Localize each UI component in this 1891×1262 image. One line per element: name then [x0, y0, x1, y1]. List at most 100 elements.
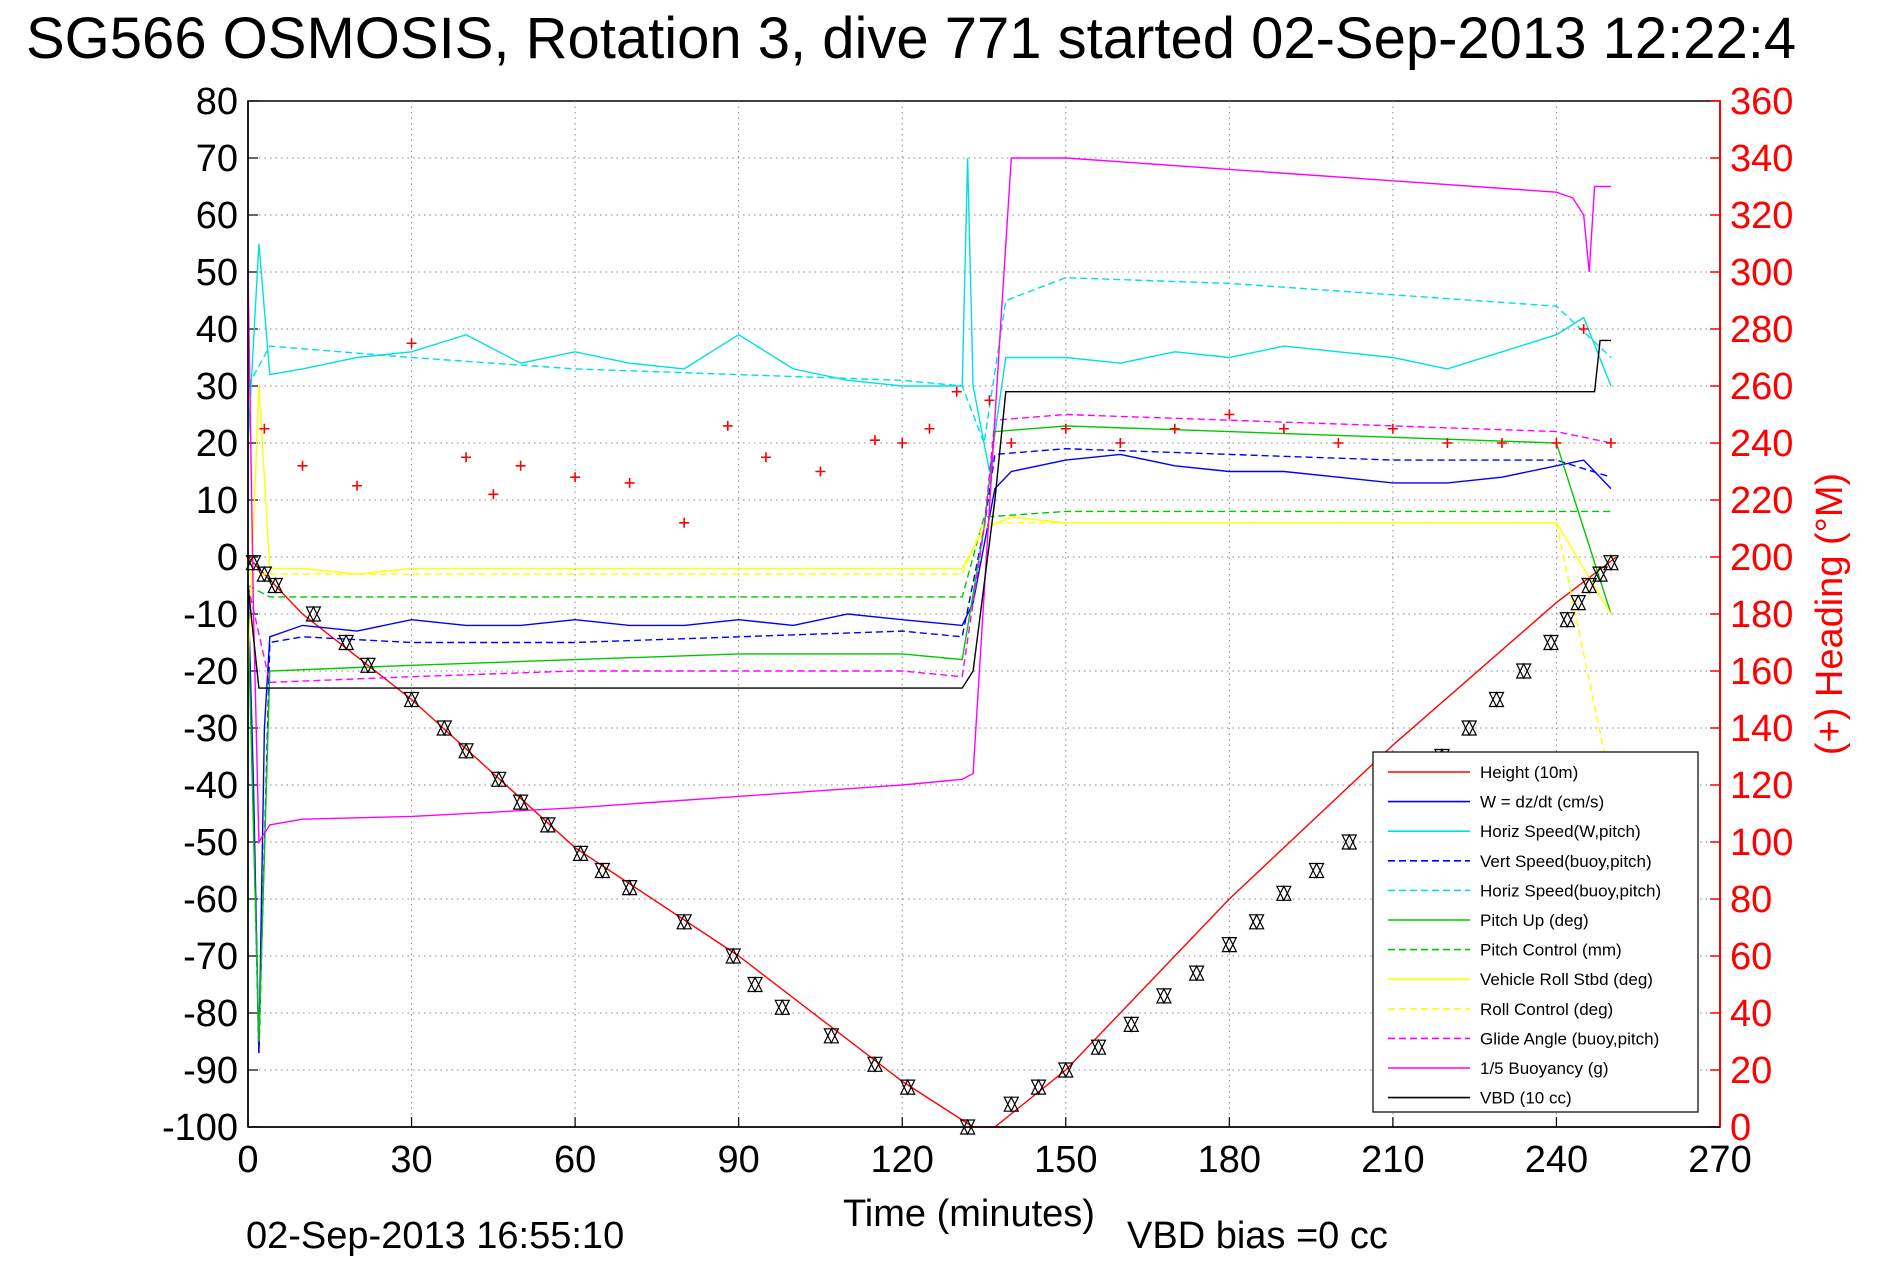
- y-tick-label: -90: [183, 1050, 238, 1092]
- x-tick-label: 180: [1198, 1139, 1261, 1181]
- heading-marker: [951, 386, 962, 397]
- depth-marker: [725, 947, 742, 965]
- y-tick-labels: 80 70 60 50 40 30 20 10 0 -10 -20 -30 -40 -50 -60 -70 -8…: [162, 81, 238, 1149]
- depth-marker: [267, 577, 284, 594]
- y-tick-label: 40: [196, 309, 238, 351]
- heading-marker: [570, 472, 581, 483]
- x-tick-label: 30: [390, 1139, 432, 1181]
- heading-marker: [259, 423, 270, 434]
- right-y-tick-label: 160: [1730, 651, 1793, 693]
- series-line: [247, 453, 1612, 1053]
- right-y-tick-label: 0: [1730, 1107, 1751, 1149]
- depth-marker: [1488, 691, 1505, 708]
- right-y-axis-label: (+) Heading (°M): [1809, 473, 1851, 755]
- depth-marker: [1003, 1095, 1020, 1113]
- heading-marker: [1169, 423, 1180, 434]
- depth-marker: [1308, 862, 1325, 879]
- heading-marker: [760, 452, 771, 463]
- depth-marker: [256, 565, 273, 583]
- heading-marker: [1387, 423, 1398, 434]
- legend-entry: Height (10m): [1480, 763, 1578, 782]
- x-tick-label: 240: [1525, 1139, 1588, 1181]
- depth-marker: [458, 742, 475, 760]
- depth-marker: [539, 816, 556, 834]
- depth-marker: [1559, 611, 1576, 629]
- heading-marker: [984, 395, 995, 406]
- x-tick-label: 150: [1034, 1139, 1097, 1181]
- heading-marker: [1060, 423, 1071, 434]
- depth-marker: [1581, 577, 1598, 594]
- right-y-tick-label: 140: [1730, 708, 1793, 750]
- series-layer: [247, 157, 1617, 1128]
- heading-marker: [869, 435, 880, 446]
- heading-marker: [1115, 438, 1126, 448]
- depth-marker: [512, 793, 529, 811]
- depth-marker: [823, 1027, 840, 1045]
- series-line: [247, 425, 1612, 1042]
- depth-marker: [1090, 1038, 1107, 1056]
- heading-marker: [461, 452, 472, 463]
- series-line: [248, 522, 1612, 786]
- right-y-tick-label: 40: [1730, 993, 1772, 1035]
- depth-marker: [490, 770, 507, 788]
- depth-marker: [338, 634, 355, 651]
- footer-timestamp: 02-Sep-2013 16:55:10: [246, 1215, 624, 1257]
- heading-marker: [297, 460, 308, 471]
- x-tick-label: 120: [871, 1139, 934, 1181]
- heading-marker: [488, 489, 499, 500]
- y-tick-label: 80: [196, 81, 238, 123]
- depth-marker: [1341, 833, 1358, 851]
- y-tick-label: -20: [183, 651, 238, 693]
- depth-marker: [621, 879, 638, 896]
- y-tick-label: -10: [183, 594, 238, 636]
- depth-marker: [1461, 719, 1478, 737]
- heading-marker: [515, 460, 526, 471]
- depth-marker: [676, 913, 693, 931]
- heading-marker: [679, 517, 690, 528]
- legend-entry: Roll Control (deg): [1480, 1000, 1613, 1019]
- right-y-tick-label: 100: [1730, 822, 1793, 864]
- depth-marker: [1515, 662, 1532, 680]
- x-tick-label: 60: [554, 1139, 596, 1181]
- heading-marker: [924, 423, 935, 434]
- depth-marker: [1248, 913, 1265, 931]
- depth-marker: [1155, 987, 1172, 1005]
- right-y-tick-label: 20: [1730, 1050, 1772, 1092]
- y-tick-label: 70: [196, 138, 238, 180]
- heading-marker: [1006, 438, 1017, 448]
- legend-entry: Horiz Speed(W,pitch): [1480, 822, 1641, 841]
- heading-marker: [1442, 438, 1453, 448]
- legend-entry: W = dz/dt (cm/s): [1480, 793, 1604, 812]
- depth-marker: [1188, 964, 1205, 982]
- legend-entry: Glide Angle (buoy,pitch): [1480, 1029, 1659, 1048]
- legend-entry: Pitch Control (mm): [1480, 941, 1622, 960]
- depth-marker: [747, 976, 763, 993]
- right-y-tick-label: 280: [1730, 309, 1793, 351]
- y-tick-label: -80: [183, 993, 238, 1035]
- depth-marker: [594, 862, 611, 879]
- heading-marker: [1224, 409, 1235, 420]
- heading-marker: [352, 480, 363, 491]
- heading-marker: [815, 466, 826, 477]
- heading-marker: [1551, 438, 1562, 448]
- x-tick-label: 210: [1361, 1139, 1424, 1181]
- legend-entry: Pitch Up (deg): [1480, 911, 1589, 930]
- depth-marker: [436, 719, 453, 737]
- x-tick-labels: 0 30 60 90 120 150 180 210 240 270: [237, 1139, 1751, 1181]
- heading-marker: [1333, 438, 1344, 448]
- heading-marker: [624, 477, 635, 488]
- right-y-tick-label: 360: [1730, 81, 1793, 123]
- series-line: [247, 447, 1612, 1053]
- y-tick-label: 10: [196, 480, 238, 522]
- series-line: [247, 413, 1612, 684]
- right-y-tick-label: 200: [1730, 537, 1793, 579]
- right-y-tick-label: 80: [1730, 879, 1772, 921]
- right-y-tick-label: 60: [1730, 936, 1772, 978]
- chart-title: SG566 OSMOSIS, Rotation 3, dive 771 star…: [26, 6, 1796, 71]
- legend-box: [1372, 751, 1699, 1113]
- x-tick-label: 270: [1688, 1139, 1751, 1181]
- series-line: [247, 339, 1611, 689]
- y-tick-label: -40: [183, 765, 238, 807]
- legend: Height (10m) W = dz/dt (cm/s) Horiz Speed(…: [1372, 751, 1699, 1113]
- heading-marker: [1496, 438, 1507, 448]
